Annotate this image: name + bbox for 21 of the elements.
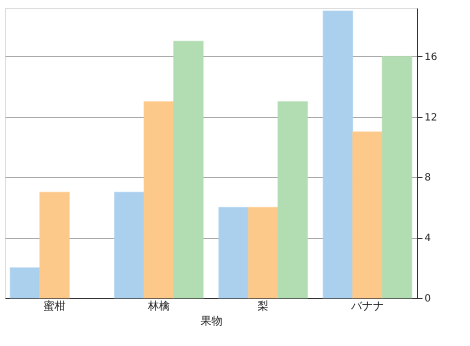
bar bbox=[277, 101, 308, 298]
y-tick-label: 8 bbox=[424, 172, 431, 184]
y-tick-label: 0 bbox=[424, 294, 431, 304]
bar bbox=[218, 206, 249, 298]
x-axis-title: 果物 bbox=[200, 314, 222, 328]
bar bbox=[382, 56, 412, 298]
y-tick-label: 16 bbox=[424, 52, 438, 63]
bar bbox=[322, 10, 354, 298]
y-tick-label: 4 bbox=[424, 233, 431, 244]
bar bbox=[173, 40, 204, 298]
x-tick-label: 梨 bbox=[258, 300, 269, 312]
bar bbox=[248, 206, 278, 298]
bar bbox=[39, 192, 70, 298]
bar bbox=[10, 267, 40, 298]
bar bbox=[352, 131, 383, 298]
bar bbox=[144, 101, 174, 298]
x-tick-label: バナナ bbox=[350, 300, 384, 312]
y-tick-label: 12 bbox=[424, 112, 438, 124]
x-tick-label: 蜜柑 bbox=[44, 300, 66, 312]
bar bbox=[114, 192, 145, 298]
x-tick-label: 林檎 bbox=[146, 300, 170, 312]
